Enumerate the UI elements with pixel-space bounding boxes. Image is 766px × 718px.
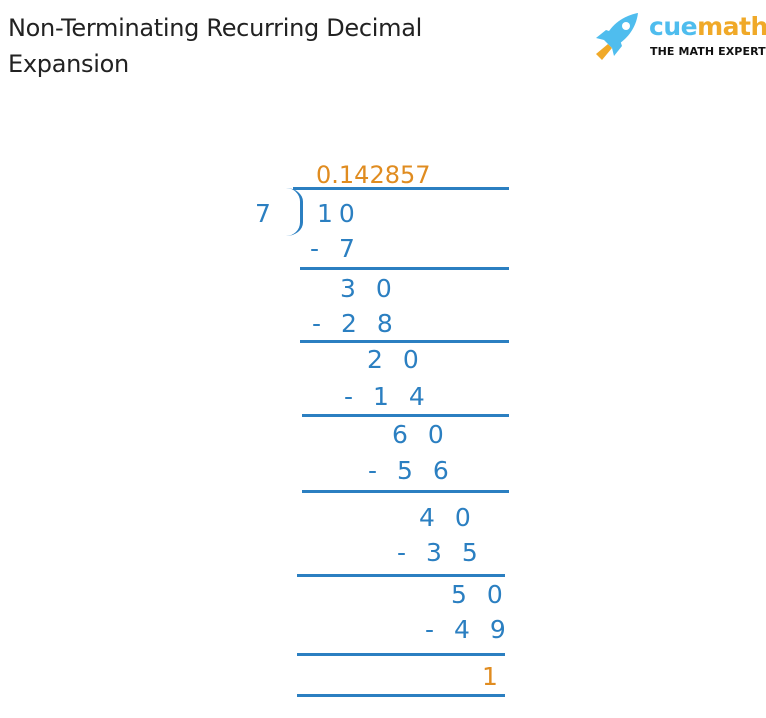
bottom-line: [297, 694, 505, 697]
step-1-result: 3 0: [340, 274, 398, 303]
step-4-subtract: - 5 6: [368, 456, 455, 485]
step-3-result: 6 0: [392, 420, 450, 449]
step-2-line: [300, 340, 509, 343]
step-3-line: [302, 414, 509, 417]
rocket-icon: [596, 13, 638, 60]
brand-tagline: THE MATH EXPERT: [650, 45, 766, 58]
brand-name: cuemath: [649, 12, 766, 41]
final-remainder: 1: [482, 662, 504, 691]
step-5-subtract: - 3 5: [397, 538, 484, 567]
division-bracket: [286, 188, 303, 236]
dividend: 10: [317, 199, 361, 228]
page-title: Non-Terminating Recurring Decimal Expans…: [8, 14, 423, 78]
cuemath-logo: cuemath THE MATH EXPERT: [588, 10, 766, 65]
step-4-line: [302, 490, 509, 493]
divisor: 7: [255, 199, 277, 228]
step-6-subtract: - 4 9: [425, 615, 512, 644]
quotient: 0.142857: [316, 161, 431, 189]
step-5-line: [297, 574, 505, 577]
step-1-line: [300, 267, 509, 270]
division-bar: [293, 187, 509, 190]
step-6-line: [297, 653, 505, 656]
step-1-subtract: - 7: [310, 234, 361, 263]
step-2-result: 2 0: [367, 345, 425, 374]
step-3-subtract: - 1 4: [344, 382, 431, 411]
step-2-subtract: - 2 8: [312, 309, 399, 338]
step-5-result: 5 0: [451, 580, 509, 609]
step-4-result: 4 0: [419, 503, 477, 532]
